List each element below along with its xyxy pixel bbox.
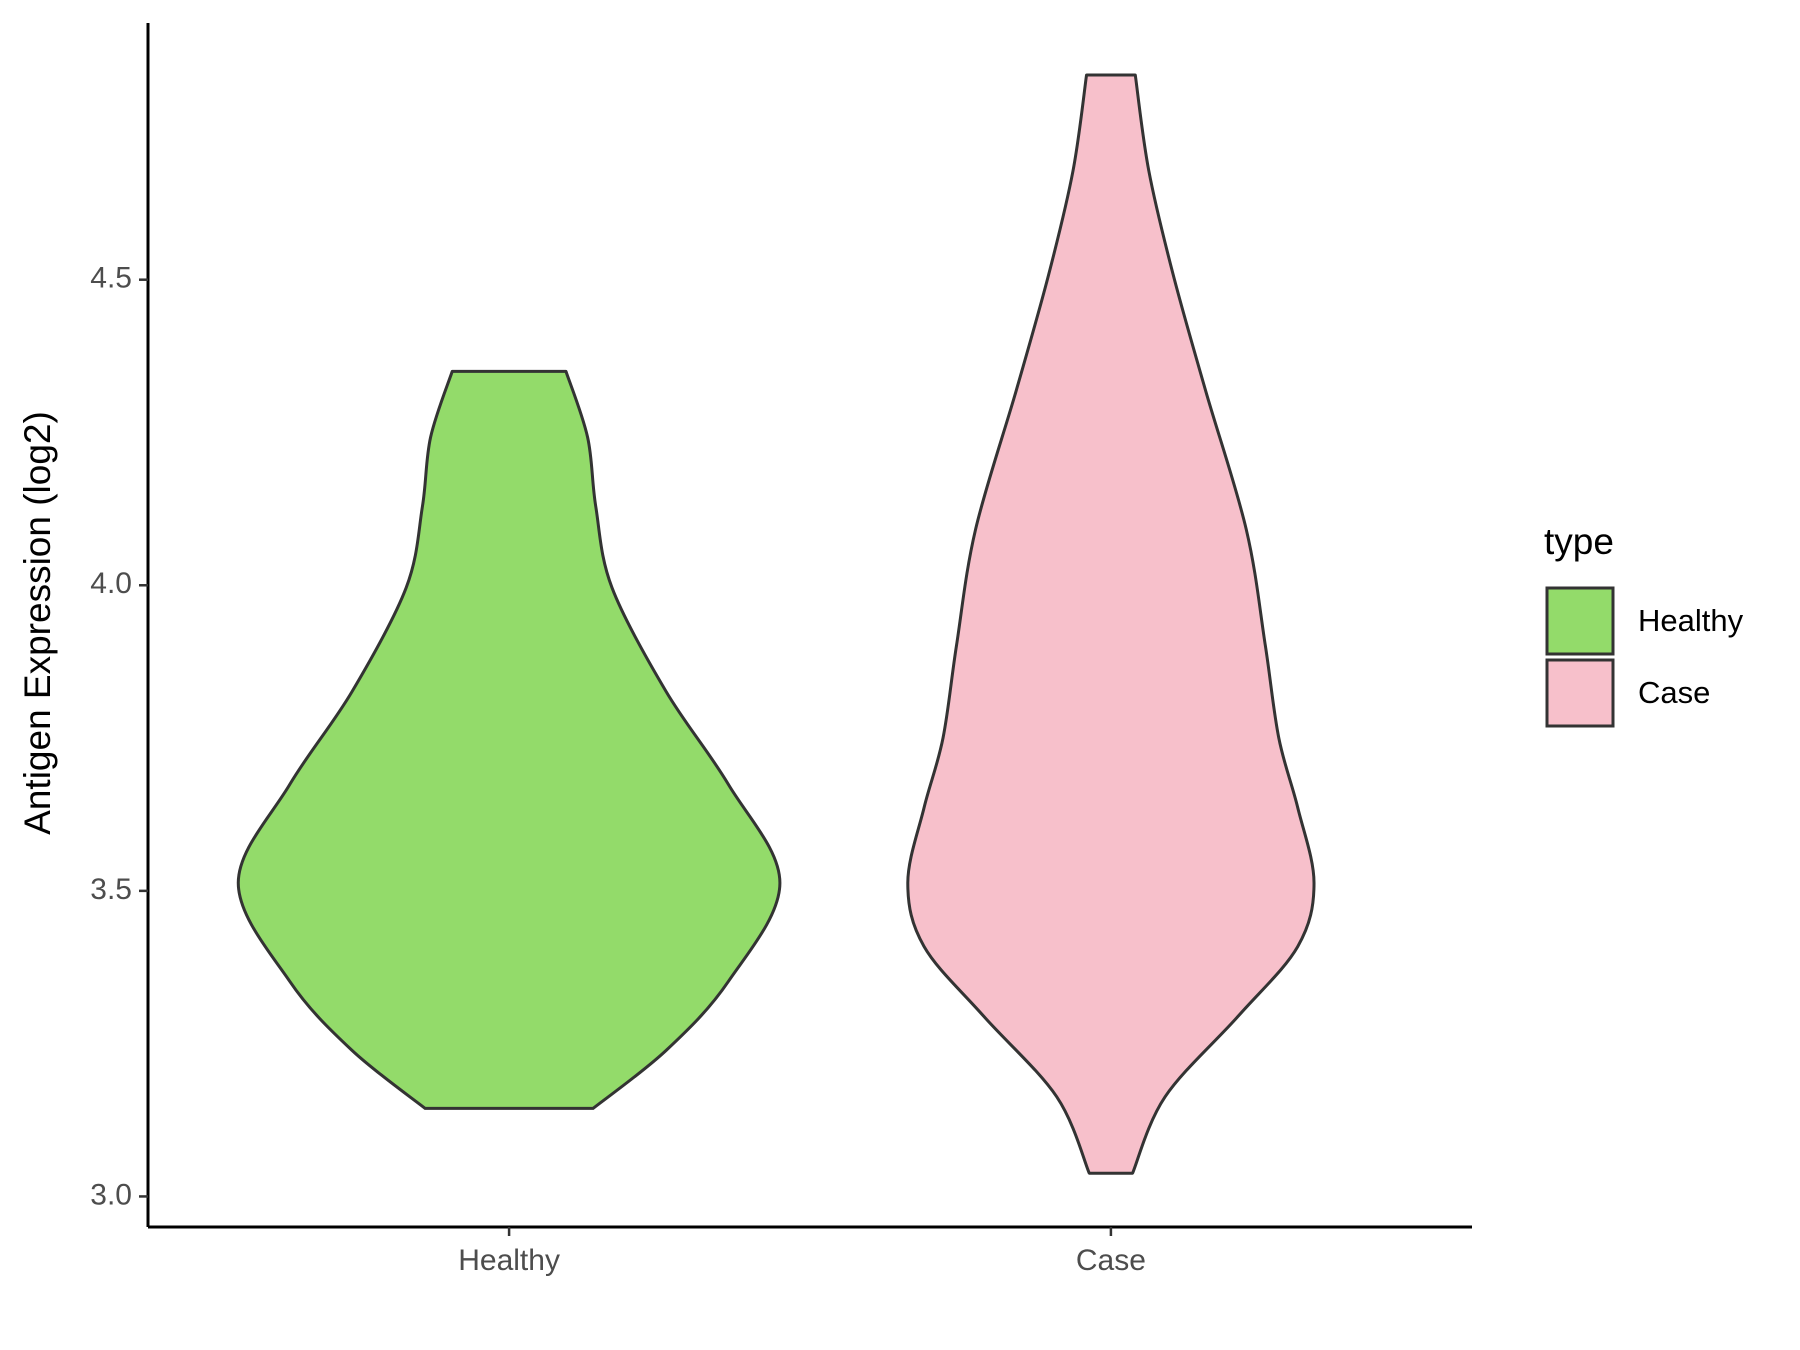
x-tick-label: Case	[1076, 1244, 1146, 1277]
legend-label: Case	[1638, 675, 1710, 710]
y-tick-label: 3.5	[90, 873, 132, 906]
legend-title: type	[1544, 521, 1614, 562]
y-axis-title: Antigen Expression (log2)	[17, 411, 58, 835]
legend-key	[1545, 658, 1615, 728]
violin	[906, 73, 1316, 1175]
y-tick-label: 3.0	[90, 1178, 132, 1211]
violin	[236, 369, 782, 1110]
legend-label: Healthy	[1638, 603, 1744, 638]
y-tick-label: 4.5	[90, 262, 132, 295]
legend-key	[1545, 586, 1615, 656]
x-tick-label: Healthy	[458, 1244, 560, 1277]
y-tick-label: 4.0	[90, 567, 132, 600]
